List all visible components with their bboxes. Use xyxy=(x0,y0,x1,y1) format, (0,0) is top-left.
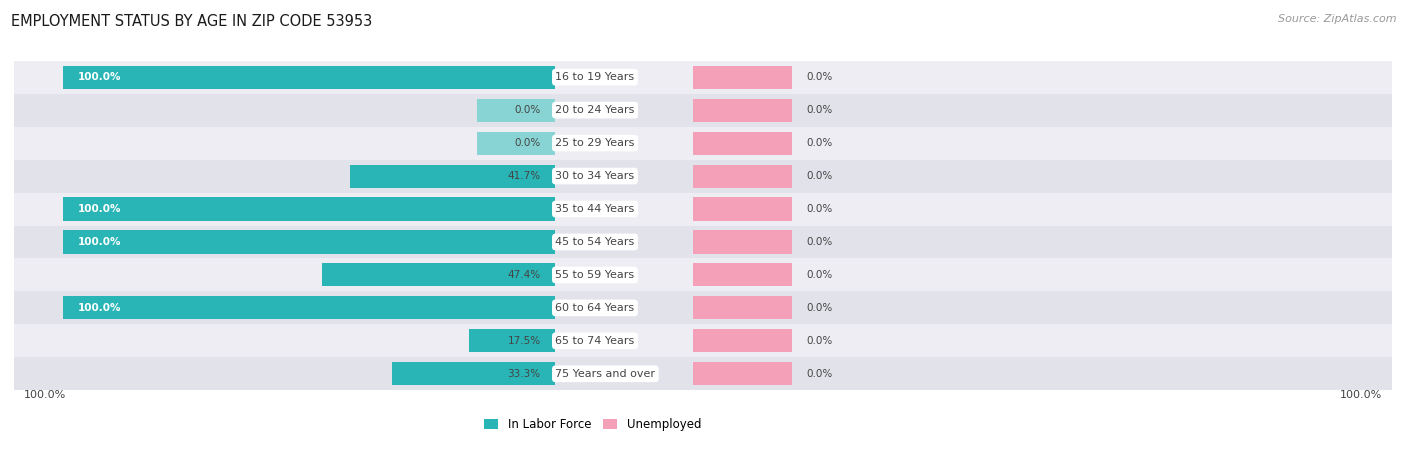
Text: Source: ZipAtlas.com: Source: ZipAtlas.com xyxy=(1278,14,1396,23)
Text: 25 to 29 Years: 25 to 29 Years xyxy=(555,138,634,148)
Text: 75 Years and over: 75 Years and over xyxy=(555,369,655,379)
Text: 60 to 64 Years: 60 to 64 Years xyxy=(555,303,634,313)
Bar xyxy=(693,132,792,155)
Bar xyxy=(693,296,792,319)
Bar xyxy=(350,165,555,188)
Bar xyxy=(477,99,555,122)
Bar xyxy=(14,357,1392,390)
Text: 30 to 34 Years: 30 to 34 Years xyxy=(555,171,634,181)
Text: 33.3%: 33.3% xyxy=(508,369,541,379)
Text: 100.0%: 100.0% xyxy=(24,390,66,400)
Text: 45 to 54 Years: 45 to 54 Years xyxy=(555,237,634,247)
Bar xyxy=(693,99,792,122)
Text: 0.0%: 0.0% xyxy=(807,303,832,313)
Text: 0.0%: 0.0% xyxy=(807,270,832,280)
Text: 20 to 24 Years: 20 to 24 Years xyxy=(555,105,634,115)
Text: 100.0%: 100.0% xyxy=(79,72,121,82)
Text: 0.0%: 0.0% xyxy=(807,336,832,346)
Bar xyxy=(63,198,555,221)
Text: 17.5%: 17.5% xyxy=(508,336,541,346)
Text: 0.0%: 0.0% xyxy=(807,237,832,247)
Bar xyxy=(14,94,1392,127)
Text: 16 to 19 Years: 16 to 19 Years xyxy=(555,72,634,82)
Text: EMPLOYMENT STATUS BY AGE IN ZIP CODE 53953: EMPLOYMENT STATUS BY AGE IN ZIP CODE 539… xyxy=(11,14,373,28)
Text: 65 to 74 Years: 65 to 74 Years xyxy=(555,336,634,346)
Bar xyxy=(693,263,792,286)
Text: 0.0%: 0.0% xyxy=(515,105,541,115)
Bar xyxy=(14,258,1392,291)
Bar xyxy=(322,263,555,286)
Text: 0.0%: 0.0% xyxy=(807,369,832,379)
Bar xyxy=(14,324,1392,357)
Text: 0.0%: 0.0% xyxy=(807,204,832,214)
Text: 0.0%: 0.0% xyxy=(807,171,832,181)
Bar xyxy=(14,226,1392,258)
Text: 100.0%: 100.0% xyxy=(1340,390,1382,400)
Bar xyxy=(14,193,1392,226)
Text: 35 to 44 Years: 35 to 44 Years xyxy=(555,204,634,214)
Bar xyxy=(63,296,555,319)
Bar xyxy=(477,132,555,155)
Bar xyxy=(693,362,792,385)
Bar xyxy=(391,362,555,385)
Text: 100.0%: 100.0% xyxy=(79,237,121,247)
Text: 0.0%: 0.0% xyxy=(807,105,832,115)
Bar xyxy=(63,66,555,89)
Text: 0.0%: 0.0% xyxy=(515,138,541,148)
Bar xyxy=(693,230,792,253)
Text: 55 to 59 Years: 55 to 59 Years xyxy=(555,270,634,280)
Bar xyxy=(693,198,792,221)
Bar xyxy=(693,329,792,352)
Text: 0.0%: 0.0% xyxy=(807,138,832,148)
Bar xyxy=(14,61,1392,94)
Bar xyxy=(693,66,792,89)
Text: 0.0%: 0.0% xyxy=(807,72,832,82)
Bar xyxy=(470,329,555,352)
Bar xyxy=(693,165,792,188)
Text: 41.7%: 41.7% xyxy=(508,171,541,181)
Text: 100.0%: 100.0% xyxy=(79,204,121,214)
Bar xyxy=(63,230,555,253)
Bar xyxy=(14,127,1392,160)
Legend: In Labor Force, Unemployed: In Labor Force, Unemployed xyxy=(479,413,706,436)
Bar xyxy=(14,291,1392,324)
Text: 47.4%: 47.4% xyxy=(508,270,541,280)
Text: 100.0%: 100.0% xyxy=(79,303,121,313)
Bar xyxy=(14,160,1392,193)
